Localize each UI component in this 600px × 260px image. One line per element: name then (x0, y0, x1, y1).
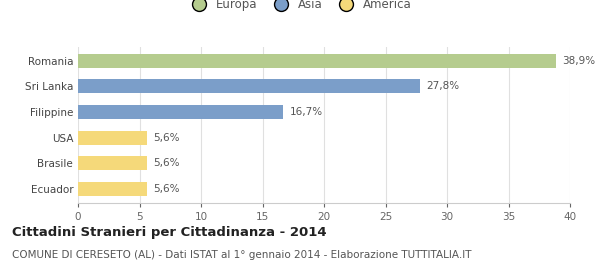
Text: COMUNE DI CERESETO (AL) - Dati ISTAT al 1° gennaio 2014 - Elaborazione TUTTITALI: COMUNE DI CERESETO (AL) - Dati ISTAT al … (12, 250, 472, 259)
Text: 5,6%: 5,6% (153, 133, 179, 142)
Bar (78, 105, 283, 119)
Bar (78, 131, 147, 145)
Text: 5,6%: 5,6% (153, 158, 179, 168)
Text: 5,6%: 5,6% (153, 184, 179, 194)
Bar (78, 80, 420, 94)
Bar (78, 182, 147, 196)
Text: 16,7%: 16,7% (290, 107, 323, 117)
Bar (78, 156, 147, 170)
Text: Cittadini Stranieri per Cittadinanza - 2014: Cittadini Stranieri per Cittadinanza - 2… (12, 226, 326, 239)
Text: 38,9%: 38,9% (563, 56, 596, 66)
Bar (78, 54, 556, 68)
Text: 27,8%: 27,8% (426, 81, 459, 92)
Legend: Europa, Asia, America: Europa, Asia, America (183, 0, 416, 16)
